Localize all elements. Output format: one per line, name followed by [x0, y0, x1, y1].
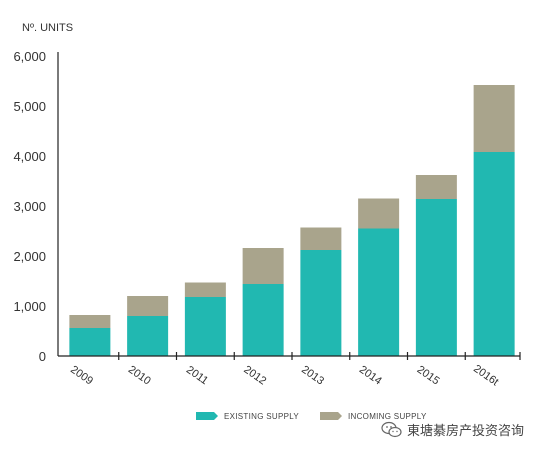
x-tick-label: 2016t [471, 363, 500, 389]
bar-incoming-supply [242, 248, 284, 284]
legend-item-incoming-supply: INCOMING SUPPLY [320, 412, 427, 421]
x-tick-label: 2010 [126, 364, 153, 388]
x-tick-label: 2015 [415, 364, 442, 388]
bar-incoming-supply [358, 198, 400, 229]
legend-label-existing-supply: EXISTING SUPPLY [224, 412, 299, 421]
y-axis-label: Nº. UNITS [22, 22, 73, 34]
y-tick-label: 3,000 [13, 199, 46, 214]
bar-existing-supply [473, 152, 515, 356]
wechat-icon [381, 421, 402, 437]
bar-incoming-supply [300, 227, 342, 250]
y-tick-label: 6,000 [13, 49, 46, 64]
bar-existing-supply [127, 316, 169, 356]
x-tick-label: 2014 [357, 364, 384, 388]
y-tick-labels: 0 1,000 2,000 3,000 4,000 5,000 6,000 [13, 49, 46, 364]
bar-existing-supply [300, 250, 342, 356]
x-tick-label: 2011 [184, 364, 210, 387]
y-tick-label: 5,000 [13, 99, 46, 114]
watermark: 東塘綦房产投资咨询 [381, 420, 524, 439]
bar-incoming-supply [473, 85, 515, 152]
x-tick-label: 2013 [299, 364, 326, 388]
y-tick-label: 1,000 [13, 299, 46, 314]
x-tick-labels: 2009 2010 2011 2012 2013 2014 2015 2016t [68, 363, 500, 389]
y-tick-label: 4,000 [13, 149, 46, 164]
bar-incoming-supply [184, 282, 226, 297]
bar-existing-supply [242, 284, 284, 356]
legend-swatch-existing-supply [196, 412, 218, 420]
legend-label-incoming-supply: INCOMING SUPPLY [348, 412, 427, 421]
bar-existing-supply [184, 297, 226, 356]
bars [69, 85, 515, 356]
bar-existing-supply [69, 328, 111, 356]
legend-item-existing-supply: EXISTING SUPPLY [196, 412, 299, 421]
legend: EXISTING SUPPLY INCOMING SUPPLY [196, 412, 427, 421]
y-tick-label: 0 [39, 349, 46, 364]
bar-existing-supply [415, 199, 457, 356]
watermark-text: 東塘綦房产投资咨询 [406, 424, 524, 439]
bar-incoming-supply [69, 315, 111, 328]
bar-incoming-supply [415, 175, 457, 199]
legend-swatch-incoming-supply [320, 412, 342, 420]
y-tick-label: 2,000 [13, 249, 46, 264]
bar-incoming-supply [127, 296, 169, 316]
x-tick-label: 2009 [68, 364, 95, 388]
x-tick-marks [118, 352, 521, 360]
x-tick-label: 2012 [241, 364, 268, 388]
bar-existing-supply [358, 228, 400, 356]
